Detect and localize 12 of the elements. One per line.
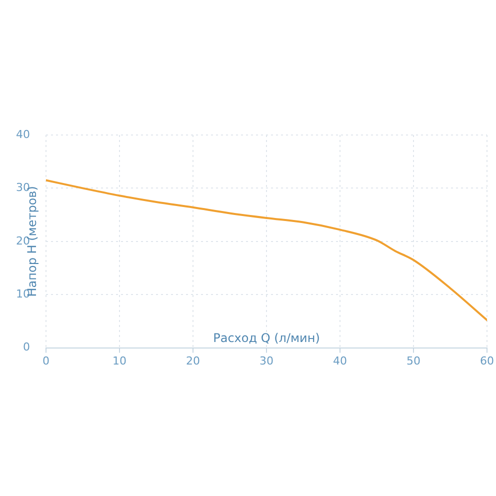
y-tick-label: 0 [22, 340, 30, 354]
x-tick-label: 30 [260, 354, 274, 368]
y-tick-label: 40 [16, 128, 30, 141]
x-axis-title: Расход Q (л/мин) [213, 330, 320, 345]
x-tick-label: 10 [112, 354, 126, 368]
x-tick-label: 50 [406, 354, 420, 368]
x-tick-label: 20 [186, 354, 200, 368]
x-tick-label: 60 [480, 354, 494, 368]
line-series [46, 179, 487, 322]
y-tick-label: 10 [16, 287, 30, 300]
x-tick-label: 0 [42, 354, 50, 368]
x-tick-label: 40 [333, 354, 347, 368]
